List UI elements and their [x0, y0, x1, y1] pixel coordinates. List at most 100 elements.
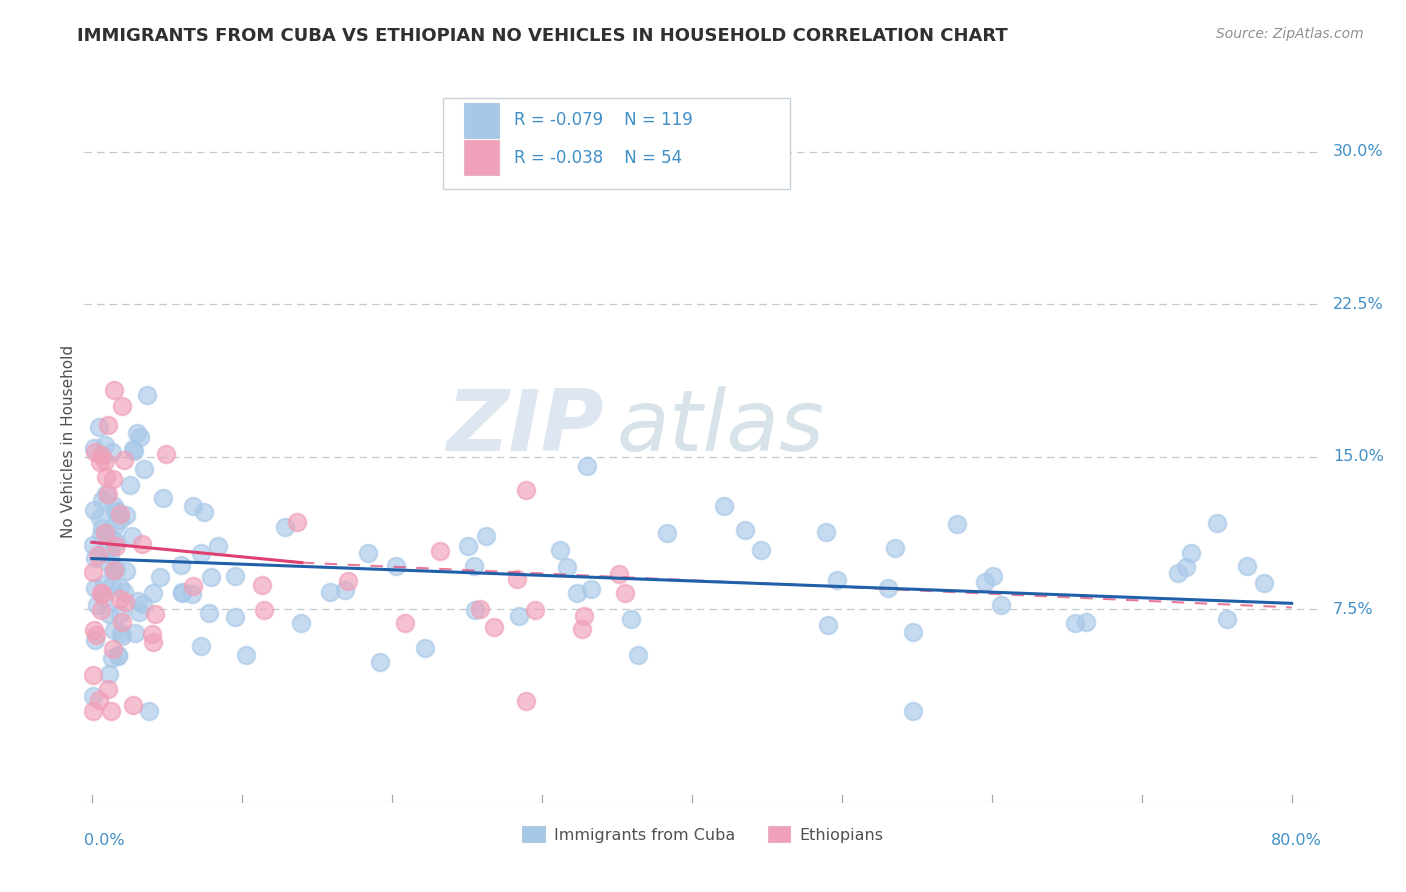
- Point: [115, 508, 138, 522]
- Point: [190, 546, 212, 560]
- Point: [83, 441, 105, 455]
- Point: [90, 527, 112, 541]
- Point: [124, 444, 146, 458]
- Point: [114, 564, 136, 578]
- Point: [555, 560, 578, 574]
- Point: [103, 623, 125, 637]
- Text: ZIP: ZIP: [446, 385, 605, 468]
- Text: R = -0.038    N = 54: R = -0.038 N = 54: [513, 149, 682, 167]
- Point: [149, 570, 172, 584]
- Point: [524, 603, 547, 617]
- Point: [93, 526, 115, 541]
- Point: [884, 541, 907, 555]
- Point: [571, 622, 593, 636]
- Point: [193, 505, 215, 519]
- Point: [903, 704, 925, 718]
- Point: [983, 569, 1005, 583]
- Text: 15.0%: 15.0%: [1333, 450, 1384, 465]
- Point: [121, 529, 143, 543]
- Point: [1074, 615, 1097, 630]
- Point: [1167, 566, 1189, 580]
- Point: [98, 666, 121, 681]
- Point: [143, 607, 166, 622]
- Point: [90, 587, 112, 601]
- Point: [86, 627, 108, 641]
- Point: [1206, 516, 1229, 530]
- Point: [104, 518, 127, 533]
- Point: [155, 447, 177, 461]
- FancyBboxPatch shape: [443, 98, 790, 189]
- Point: [108, 607, 131, 622]
- Legend: Immigrants from Cuba, Ethiopians: Immigrants from Cuba, Ethiopians: [516, 820, 890, 849]
- Point: [152, 491, 174, 506]
- Point: [107, 649, 129, 664]
- Point: [290, 616, 312, 631]
- Point: [181, 587, 204, 601]
- Point: [548, 543, 571, 558]
- Point: [82, 704, 104, 718]
- Point: [108, 513, 131, 527]
- Point: [93, 591, 115, 605]
- Point: [90, 585, 112, 599]
- Point: [82, 565, 104, 579]
- Point: [475, 528, 498, 542]
- Text: Source: ZipAtlas.com: Source: ZipAtlas.com: [1216, 27, 1364, 41]
- Point: [101, 651, 124, 665]
- Point: [132, 462, 155, 476]
- Point: [112, 584, 135, 599]
- Point: [207, 540, 229, 554]
- Point: [111, 615, 134, 629]
- Point: [110, 508, 132, 522]
- Point: [429, 544, 451, 558]
- Point: [82, 690, 104, 704]
- Point: [93, 577, 115, 591]
- Point: [90, 493, 112, 508]
- Point: [124, 625, 146, 640]
- Point: [734, 523, 756, 537]
- Point: [127, 594, 149, 608]
- Point: [103, 563, 125, 577]
- Point: [825, 573, 848, 587]
- Point: [370, 655, 392, 669]
- Point: [253, 603, 276, 617]
- Point: [190, 640, 212, 654]
- Point: [90, 603, 112, 617]
- Point: [197, 606, 219, 620]
- Point: [901, 625, 924, 640]
- Point: [973, 575, 995, 590]
- Point: [142, 635, 165, 649]
- FancyBboxPatch shape: [464, 140, 499, 175]
- Point: [111, 399, 134, 413]
- Point: [274, 520, 297, 534]
- Point: [135, 388, 157, 402]
- Point: [413, 640, 436, 655]
- Point: [394, 616, 416, 631]
- Point: [384, 558, 406, 573]
- Point: [470, 602, 492, 616]
- Point: [103, 564, 125, 578]
- Point: [83, 502, 105, 516]
- Point: [97, 525, 120, 540]
- Point: [224, 569, 246, 583]
- Point: [94, 487, 117, 501]
- Text: R = -0.079    N = 119: R = -0.079 N = 119: [513, 112, 692, 129]
- Point: [90, 448, 112, 462]
- Point: [83, 623, 105, 637]
- Point: [84, 550, 107, 565]
- Point: [1175, 560, 1198, 574]
- Point: [575, 458, 598, 473]
- Point: [103, 642, 125, 657]
- Point: [125, 425, 148, 440]
- Point: [515, 694, 537, 708]
- Point: [87, 548, 110, 562]
- Point: [627, 648, 650, 662]
- Point: [620, 612, 643, 626]
- Point: [990, 598, 1012, 612]
- Point: [515, 483, 537, 497]
- Point: [94, 453, 117, 467]
- Text: IMMIGRANTS FROM CUBA VS ETHIOPIAN NO VEHICLES IN HOUSEHOLD CORRELATION CHART: IMMIGRANTS FROM CUBA VS ETHIOPIAN NO VEH…: [77, 27, 1008, 45]
- Point: [508, 609, 530, 624]
- Point: [814, 524, 837, 539]
- Point: [482, 620, 505, 634]
- Point: [108, 591, 131, 606]
